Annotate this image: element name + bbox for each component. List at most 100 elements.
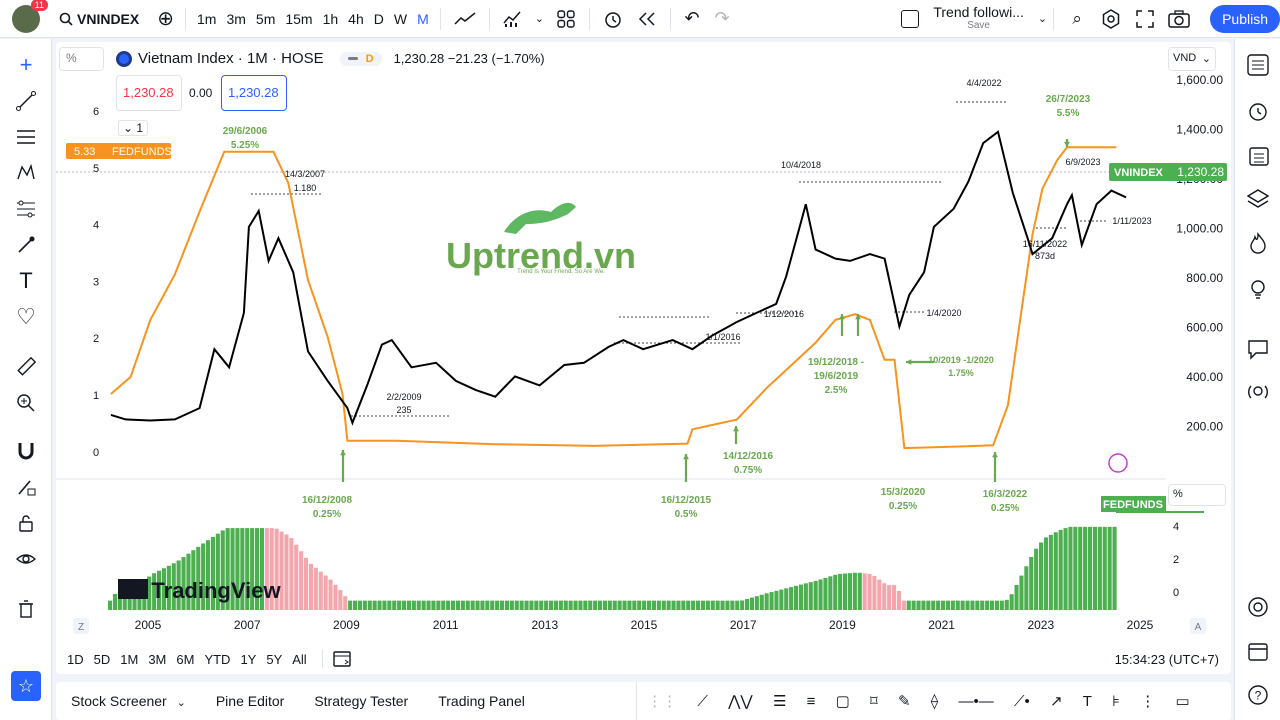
quick-search-button[interactable]: ⌕: [1060, 0, 1094, 38]
collapse-legend-button[interactable]: ⌄ 1: [118, 120, 149, 136]
currency-select[interactable]: VND ⌄: [1168, 47, 1216, 71]
ideas-button[interactable]: [1246, 277, 1270, 301]
fib-icon[interactable]: ☰: [772, 693, 787, 710]
interval-button[interactable]: M: [417, 10, 429, 27]
path-icon[interactable]: ⟠: [930, 693, 939, 710]
range-button[interactable]: YTD: [204, 651, 231, 667]
collapse-panel-icon[interactable]: ▭: [1175, 693, 1190, 710]
undo-button[interactable]: ↶: [677, 0, 707, 38]
tab-stock-screener[interactable]: Stock Screener ⌄: [56, 693, 201, 709]
hotlists-button[interactable]: [1246, 231, 1270, 255]
alert-button[interactable]: [596, 0, 630, 38]
zoom-reset-button[interactable]: [73, 618, 89, 634]
symbol-search-button[interactable]: VNINDEX: [54, 0, 144, 38]
trend-line-icon[interactable]: ⟋: [697, 692, 708, 710]
zoom-tool[interactable]: [14, 391, 38, 415]
layers-button[interactable]: [1246, 187, 1270, 211]
layout-button[interactable]: [549, 0, 583, 38]
drag-handle-icon[interactable]: ⋮⋮: [647, 693, 678, 710]
range-button[interactable]: 1M: [120, 651, 139, 667]
range-button[interactable]: All: [292, 651, 307, 667]
price-axis-tick: 1,400.00: [1176, 123, 1223, 137]
text-icon[interactable]: T: [1082, 692, 1092, 710]
publish-button[interactable]: Publish: [1210, 4, 1280, 33]
object-tree-button[interactable]: [1246, 595, 1270, 619]
auto-scale-button[interactable]: [1190, 618, 1206, 634]
settings-button[interactable]: [1094, 0, 1128, 38]
tab-strategy-tester[interactable]: Strategy Tester: [314, 693, 409, 709]
zigzag-icon[interactable]: ⋀⋁: [728, 693, 753, 710]
hide-drawings-tool[interactable]: [14, 547, 38, 571]
interval-button[interactable]: 1h: [322, 10, 339, 27]
more-icon[interactable]: ⋮: [1140, 693, 1156, 710]
projection-tool[interactable]: [14, 197, 38, 221]
interval-button[interactable]: W: [393, 10, 408, 27]
interval-button[interactable]: D: [373, 10, 384, 27]
interval-button[interactable]: 1m: [197, 10, 217, 27]
compare-symbol-button[interactable]: ⊕: [152, 0, 179, 38]
lightning-icon[interactable]: [1108, 453, 1128, 473]
alerts-button[interactable]: [1246, 99, 1270, 123]
go-to-date-button[interactable]: [333, 649, 353, 670]
brush-tool[interactable]: [14, 233, 38, 257]
interval-button[interactable]: 4h: [348, 10, 364, 27]
snapshot-button[interactable]: [1162, 0, 1196, 38]
layout-select-button[interactable]: Trend followi... Save ⌄: [896, 0, 1047, 38]
tab-pine-editor[interactable]: Pine Editor: [215, 693, 285, 709]
crosshair-tool[interactable]: +: [14, 52, 38, 77]
favorites-tool[interactable]: ☆: [11, 671, 41, 701]
buy-button[interactable]: 1,230.28: [221, 75, 287, 111]
arrow-icon[interactable]: ↗: [1049, 693, 1063, 710]
measure-tool[interactable]: [14, 355, 38, 379]
time-axis-tick: 2019: [829, 618, 856, 632]
magnet-tool[interactable]: [14, 439, 38, 463]
streams-button[interactable]: [1246, 381, 1270, 405]
chart-pane[interactable]: Uptrend.vn Trend Is Your Friend. So Are W…: [56, 42, 1231, 674]
user-avatar[interactable]: 11: [12, 0, 48, 33]
price-range-icon[interactable]: ⊧: [1112, 693, 1120, 710]
percent-scale-toggle[interactable]: %: [59, 47, 104, 71]
range-button[interactable]: 3M: [148, 651, 167, 667]
parallel-channel-icon[interactable]: ≡: [806, 692, 816, 710]
data-status-pill[interactable]: D: [339, 51, 382, 66]
fib-tool[interactable]: [14, 125, 38, 149]
stay-drawing-tool[interactable]: [14, 475, 38, 499]
range-button[interactable]: 5Y: [266, 651, 283, 667]
chats-button[interactable]: [1246, 337, 1270, 361]
chart-type-button[interactable]: [447, 0, 483, 38]
range-button[interactable]: 5D: [93, 651, 111, 667]
pattern-tool[interactable]: [14, 161, 38, 185]
chart-annotation: 1/4/2020: [926, 308, 961, 318]
sell-button[interactable]: 1,230.28: [116, 75, 182, 111]
ray-icon[interactable]: ⟋•: [1013, 692, 1030, 710]
trendline-tool[interactable]: [14, 89, 38, 113]
text-tool[interactable]: T: [14, 268, 38, 293]
range-button[interactable]: 1Y: [240, 651, 257, 667]
horizontal-ray-icon[interactable]: —•—: [958, 692, 994, 710]
calendar-button[interactable]: [1246, 639, 1270, 663]
watchlist-button[interactable]: [1246, 53, 1270, 77]
brush-icon[interactable]: ✎: [897, 693, 911, 710]
indicators-dropdown[interactable]: ⌄: [530, 0, 549, 38]
help-button[interactable]: ?: [1246, 683, 1270, 707]
interval-button[interactable]: 3m: [226, 10, 246, 27]
range-button[interactable]: 6M: [176, 651, 195, 667]
lower-percent-toggle[interactable]: %: [1168, 484, 1226, 506]
indicators-button[interactable]: [496, 0, 530, 38]
details-button[interactable]: [1246, 143, 1270, 167]
redo-button[interactable]: ↷: [707, 0, 737, 38]
rectangle-icon[interactable]: ▢: [835, 693, 850, 710]
lock-drawings-tool[interactable]: [14, 511, 38, 535]
fedfunds-histogram-bar: [284, 534, 289, 610]
remove-drawings-tool[interactable]: [14, 597, 38, 621]
callout-icon[interactable]: ⌑: [870, 693, 878, 710]
fullscreen-button[interactable]: [1128, 0, 1162, 38]
interval-button[interactable]: 5m: [255, 10, 276, 27]
interval-button[interactable]: 15m: [285, 10, 313, 27]
range-button[interactable]: 1D: [67, 651, 84, 667]
timezone-clock[interactable]: 15:34:23 (UTC+7): [1114, 651, 1219, 667]
icons-tool[interactable]: ♡: [14, 304, 38, 329]
replay-button[interactable]: [630, 0, 664, 38]
tab-trading-panel[interactable]: Trading Panel: [438, 693, 525, 709]
